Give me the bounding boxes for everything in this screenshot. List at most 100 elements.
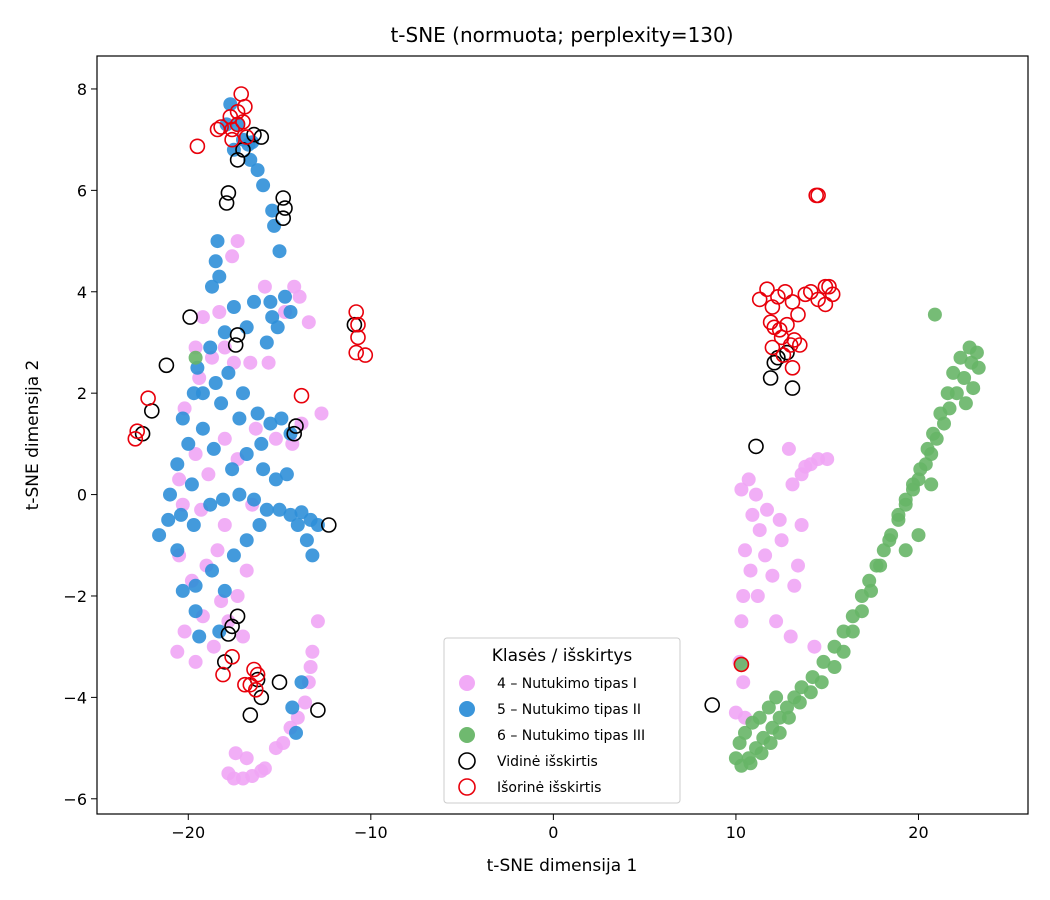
outlier-point xyxy=(784,380,801,396)
data-point xyxy=(854,604,869,619)
legend-marker xyxy=(459,675,475,691)
data-point xyxy=(738,543,752,558)
data-point xyxy=(203,340,218,355)
x-axis-label: t-SNE dimensija 1 xyxy=(487,856,638,876)
data-point xyxy=(188,350,203,365)
data-point xyxy=(294,675,309,690)
data-point xyxy=(263,294,278,309)
outlier-point xyxy=(821,278,837,295)
data-point xyxy=(958,396,973,411)
legend: Klasės / išskirtys 4 – Nutukimo tipas I 5… xyxy=(443,637,681,804)
data-point xyxy=(212,624,227,639)
outlier-point xyxy=(762,314,779,331)
outlier-point xyxy=(140,390,156,407)
data-point xyxy=(787,578,802,593)
data-point xyxy=(845,624,860,639)
data-point xyxy=(772,512,787,527)
data-point xyxy=(827,660,842,674)
data-point xyxy=(276,736,291,750)
data-point xyxy=(781,441,796,456)
outlier-point xyxy=(158,357,175,374)
outlier-point xyxy=(249,666,266,683)
data-point xyxy=(268,472,283,487)
outlier-point xyxy=(733,656,750,673)
data-point xyxy=(971,360,986,375)
outlier-point xyxy=(127,430,144,447)
data-point xyxy=(188,604,203,619)
data-point xyxy=(210,234,225,249)
outlier-point xyxy=(227,337,244,353)
data-point xyxy=(743,756,758,771)
data-point xyxy=(743,563,758,578)
data-point xyxy=(783,629,798,644)
data-point xyxy=(206,639,221,654)
outlier-point xyxy=(775,347,792,363)
data-point xyxy=(177,624,192,639)
data-point xyxy=(913,462,928,477)
data-point xyxy=(232,411,247,426)
outlier-point xyxy=(751,291,768,308)
data-point xyxy=(188,340,203,355)
data-point xyxy=(314,406,329,421)
data-point xyxy=(243,355,258,370)
y-tick-label: 0 xyxy=(77,486,87,505)
legend-marker xyxy=(458,752,476,770)
data-point xyxy=(221,766,236,781)
data-point xyxy=(257,761,272,776)
points-layer xyxy=(127,86,986,786)
data-point xyxy=(225,462,240,477)
data-point xyxy=(749,487,763,502)
data-point xyxy=(283,426,298,441)
data-point xyxy=(205,279,219,294)
data-point xyxy=(966,381,981,396)
outlier-point xyxy=(293,387,310,404)
data-point xyxy=(188,654,203,669)
data-point xyxy=(765,568,780,583)
data-point xyxy=(933,406,948,421)
data-point xyxy=(170,644,185,659)
data-point xyxy=(957,371,972,385)
data-point xyxy=(290,518,305,532)
outlier-point xyxy=(182,309,198,325)
data-point xyxy=(247,294,261,309)
outlier-point xyxy=(762,370,779,386)
data-point xyxy=(301,315,316,330)
data-point xyxy=(781,710,796,725)
data-point xyxy=(750,589,765,603)
data-point xyxy=(205,563,219,578)
data-point xyxy=(217,518,232,532)
outlier-point xyxy=(777,283,794,300)
outlier-point xyxy=(246,661,262,678)
data-point xyxy=(769,614,784,629)
outlier-point xyxy=(791,337,808,353)
legend-marker xyxy=(459,727,475,743)
legend-marker xyxy=(458,778,476,796)
data-point xyxy=(791,558,805,573)
data-point xyxy=(217,583,232,598)
data-point xyxy=(289,725,303,740)
data-point xyxy=(259,335,274,350)
data-point xyxy=(272,502,287,517)
outlier-point xyxy=(817,278,834,295)
outlier-point xyxy=(248,681,264,698)
outlier-point xyxy=(189,138,206,155)
outlier-point xyxy=(271,674,288,691)
outlier-point xyxy=(764,339,781,356)
data-point xyxy=(962,340,977,355)
data-point xyxy=(760,502,774,517)
outlier-point xyxy=(784,294,801,310)
data-point xyxy=(774,533,789,548)
data-point xyxy=(298,695,313,710)
data-point xyxy=(272,244,287,259)
data-point xyxy=(911,528,926,543)
data-point xyxy=(906,477,920,492)
data-point xyxy=(769,690,784,705)
data-point xyxy=(172,472,187,487)
x-tick-label: −10 xyxy=(354,823,388,842)
data-point xyxy=(188,578,203,593)
outlier-point xyxy=(275,190,292,206)
outlier-point xyxy=(310,702,326,718)
data-point xyxy=(953,350,968,365)
legend-entries: 4 – Nutukimo tipas I 5 – Nutukimo tipas I… xyxy=(458,675,645,796)
data-point xyxy=(798,459,813,474)
